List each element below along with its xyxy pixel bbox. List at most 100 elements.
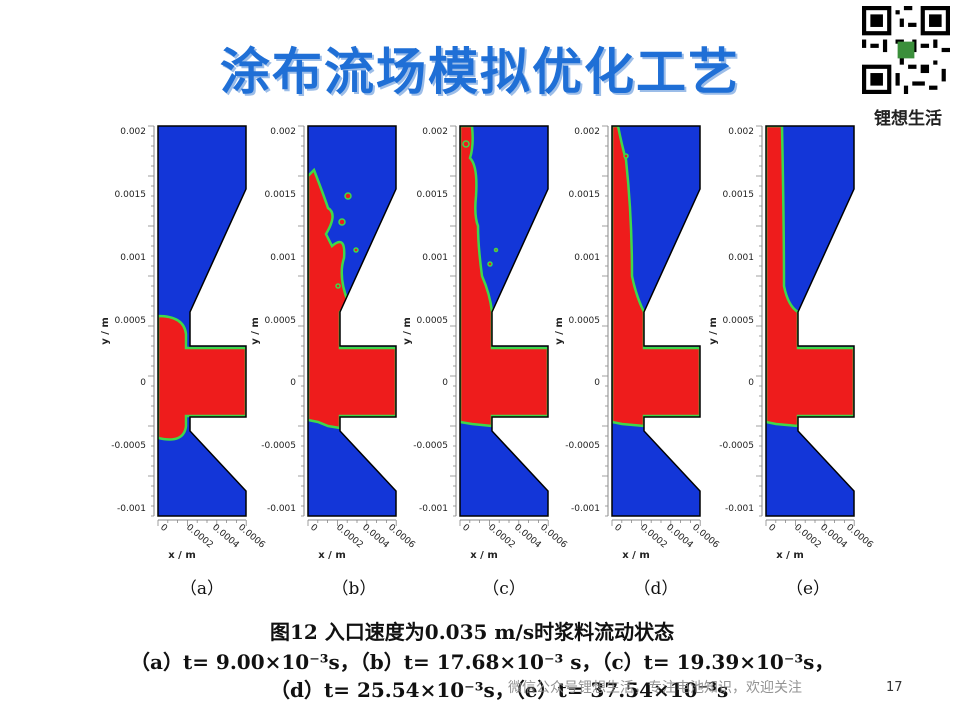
x-tick-label: 0.0004 — [664, 523, 695, 551]
x-tick-label: 0.0004 — [818, 523, 849, 551]
y-tick-label: 0.002 — [574, 127, 600, 137]
slide-title: 涂布流场模拟优化工艺 — [220, 43, 740, 101]
y-tick-label: 0.001 — [574, 253, 600, 263]
x-tick-label: 0.0002 — [334, 523, 365, 551]
x-axis-label: x / m — [776, 550, 804, 561]
x-tick-label: 0.0004 — [360, 523, 391, 551]
x-axis-label: x / m — [318, 550, 346, 561]
droplet — [674, 272, 682, 280]
channel-outline — [765, 125, 855, 517]
y-tick-label: 0.002 — [422, 127, 448, 137]
y-tick-label: 0.0015 — [115, 190, 147, 200]
panel-label: （e） — [785, 579, 831, 599]
y-tick-label: 0.002 — [120, 127, 146, 137]
y-tick-label: 0 — [140, 378, 146, 388]
x-axis-label: x / m — [622, 550, 650, 561]
y-axis-label: y / m — [100, 317, 111, 345]
y-tick-label: -0.0005 — [719, 441, 754, 451]
qr-code-icon — [862, 6, 950, 94]
liquid-phase-region — [766, 126, 854, 428]
y-tick-label: -0.0005 — [261, 441, 296, 451]
y-tick-label: 0.001 — [270, 253, 296, 263]
contour-plot: 0.002 0.0015 0.001 0.0005 0 -0.0005 -0.001 y / … — [100, 125, 267, 561]
y-axis-label: y / m — [250, 317, 261, 345]
y-tick-label: -0.0005 — [565, 441, 600, 451]
y-tick-label: 0.0005 — [723, 316, 755, 326]
y-tick-label: -0.0005 — [413, 441, 448, 451]
droplet — [338, 218, 346, 226]
liquid-phase-region — [612, 126, 700, 428]
droplet — [357, 273, 363, 279]
x-tick-label: 0 — [460, 523, 471, 535]
y-tick-label: -0.0005 — [111, 441, 146, 451]
channel-outline — [157, 125, 247, 517]
cfd-panel-b: 0.002 0.0015 0.001 0.0005 0 -0.0005 -0.001 y / … — [246, 118, 417, 561]
panel-label: （c） — [482, 579, 526, 599]
channel-outline — [459, 125, 549, 517]
x-tick-label: 0 — [766, 523, 777, 535]
y-tick-label: 0.0005 — [417, 316, 449, 326]
cfd-panel-d: 0.002 0.0015 0.001 0.0005 0 -0.0005 -0.001 y / … — [550, 118, 721, 561]
y-tick-label: 0.0015 — [569, 190, 601, 200]
watermark-text: 微信公众号锂想生活，专注电池知识，欢迎关注 — [508, 680, 802, 696]
droplet — [821, 267, 831, 277]
y-tick-label: 0 — [594, 378, 600, 388]
y-tick-label: -0.001 — [419, 504, 448, 514]
y-tick-label: 0 — [748, 378, 754, 388]
x-tick-label: 0 — [308, 523, 319, 535]
liquid-phase-region — [158, 314, 246, 441]
x-tick-label: 0.0002 — [792, 523, 823, 551]
y-axis-label: y / m — [708, 317, 719, 345]
cfd-panel-a: 0.002 0.0015 0.001 0.0005 0 -0.0005 -0.001 y / … — [96, 118, 267, 561]
x-tick-label: 0.0002 — [486, 523, 517, 551]
x-tick-label: 0 — [158, 523, 169, 535]
droplet — [493, 247, 499, 253]
brand-label: 锂想生活 — [874, 109, 942, 129]
cfd-panel-c: 0.002 0.0015 0.001 0.0005 0 -0.0005 -0.001 y / … — [398, 118, 569, 561]
x-tick-label: 0.0002 — [184, 523, 215, 551]
y-tick-label: 0.0015 — [265, 190, 297, 200]
panel-label: （b） — [331, 579, 377, 599]
y-tick-label: 0.0005 — [569, 316, 601, 326]
y-tick-label: -0.001 — [117, 504, 146, 514]
contour-plot: 0.002 0.0015 0.001 0.0005 0 -0.0005 -0.001 y / … — [708, 125, 875, 561]
x-tick-label: 0.0002 — [638, 523, 669, 551]
channel-outline — [307, 125, 397, 517]
droplet — [487, 261, 493, 267]
y-tick-label: 0.002 — [270, 127, 296, 137]
y-tick-label: 0.0005 — [115, 316, 147, 326]
y-tick-label: 0.001 — [728, 253, 754, 263]
page-number: 17 — [886, 680, 903, 695]
y-tick-label: -0.001 — [267, 504, 296, 514]
droplet — [623, 153, 629, 159]
x-axis-label: x / m — [168, 550, 196, 561]
y-tick-label: 0.0015 — [417, 190, 449, 200]
contour-plot: 0.002 0.0015 0.001 0.0005 0 -0.0005 -0.001 y / … — [250, 125, 417, 561]
droplet — [344, 192, 352, 200]
y-tick-label: -0.001 — [571, 504, 600, 514]
droplet — [462, 140, 470, 148]
y-tick-label: -0.001 — [725, 504, 754, 514]
x-tick-label: 0 — [612, 523, 623, 535]
liquid-phase-region — [460, 126, 548, 428]
x-tick-label: 0.0006 — [844, 523, 875, 551]
y-tick-label: 0 — [290, 378, 296, 388]
contour-plot: 0.002 0.0015 0.001 0.0005 0 -0.0005 -0.001 y / … — [402, 125, 569, 561]
channel-outline — [611, 125, 701, 517]
droplet — [335, 283, 341, 289]
droplet — [353, 247, 359, 253]
y-tick-label: 0.001 — [120, 253, 146, 263]
y-tick-label: 0.002 — [728, 127, 754, 137]
y-tick-label: 0.001 — [422, 253, 448, 263]
y-tick-label: 0.0005 — [265, 316, 297, 326]
droplet — [348, 308, 356, 316]
figure-caption-title: 图12 入口速度为0.035 m/s时浆料流动状态 — [270, 620, 675, 644]
figure-caption-times-2: （d）t= 25.54×10⁻³s，（e）t= 37.54×10⁻³s — [270, 678, 729, 702]
droplet — [519, 271, 525, 277]
x-tick-label: 0.0004 — [512, 523, 543, 551]
contour-plot: 0.002 0.0015 0.001 0.0005 0 -0.0005 -0.001 y / … — [554, 125, 721, 561]
x-tick-label: 0.0004 — [210, 523, 241, 551]
figure-caption-times-1: （a）t= 9.00×10⁻³s，（b）t= 17.68×10⁻³ s，（c）t… — [130, 650, 835, 674]
y-axis-label: y / m — [554, 317, 565, 345]
cfd-panel-e: 0.002 0.0015 0.001 0.0005 0 -0.0005 -0.001 y / … — [704, 118, 875, 561]
